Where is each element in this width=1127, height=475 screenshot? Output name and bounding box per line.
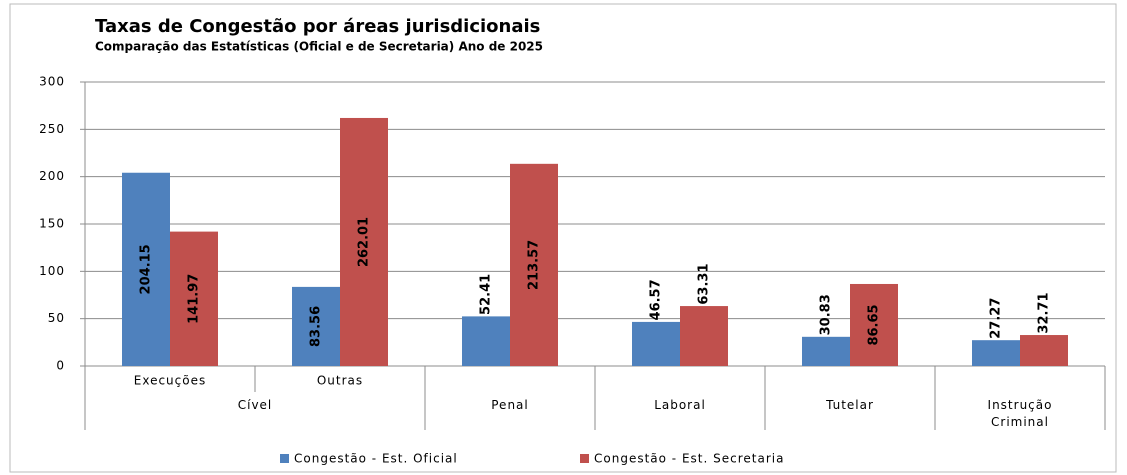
y-tick-label: 250: [39, 122, 65, 136]
y-tick-label: 0: [56, 359, 65, 373]
bar: [510, 163, 558, 366]
value-label: 63.31: [697, 264, 712, 305]
bar: [802, 336, 850, 366]
group-label: Tutelar: [826, 398, 874, 412]
bar: [462, 316, 510, 366]
value-label: 86.65: [867, 304, 882, 345]
bar: [1020, 335, 1068, 366]
value-label: 30.83: [819, 294, 834, 335]
group-label: Laboral: [654, 398, 706, 412]
value-label: 213.57: [527, 240, 542, 290]
legend-swatch: [580, 454, 589, 463]
value-label: 204.15: [139, 244, 154, 294]
bar: [632, 321, 680, 366]
bar: [170, 231, 218, 366]
y-tick-label: 50: [48, 311, 65, 325]
y-tick-label: 200: [39, 169, 65, 183]
group-label: Cível: [237, 398, 273, 412]
bar: [292, 286, 340, 366]
chart-subtitle: Comparação das Estatísticas (Oficial e d…: [95, 40, 543, 54]
bar: [122, 172, 170, 366]
value-label: 27.27: [989, 298, 1004, 339]
y-tick-label: 100: [39, 264, 65, 278]
value-label: 46.57: [649, 279, 664, 320]
y-tick-label: 150: [39, 217, 65, 231]
value-label: 262.01: [357, 217, 372, 267]
y-tick-label: 300: [39, 75, 65, 89]
bar: [850, 283, 898, 366]
bar: [340, 117, 388, 366]
x-tick-label: Outras: [317, 374, 363, 388]
bar: [680, 306, 728, 366]
legend-label: Congestão - Est. Secretaria: [594, 452, 784, 466]
value-label: 32.71: [1037, 292, 1052, 333]
value-label: 83.56: [309, 306, 324, 347]
value-label: 52.41: [479, 274, 494, 315]
group-label: Instrução Criminal: [987, 398, 1053, 429]
x-tick-label: Execuções: [134, 374, 206, 388]
group-label: Penal: [491, 398, 529, 412]
bar: [972, 340, 1020, 366]
value-label: 141.97: [187, 274, 202, 324]
chart-frame: [9, 3, 1117, 473]
legend-label: Congestão - Est. Oficial: [294, 452, 458, 466]
legend-swatch: [280, 454, 289, 463]
chart-title: Taxas de Congestão por áreas jurisdicion…: [95, 16, 540, 37]
